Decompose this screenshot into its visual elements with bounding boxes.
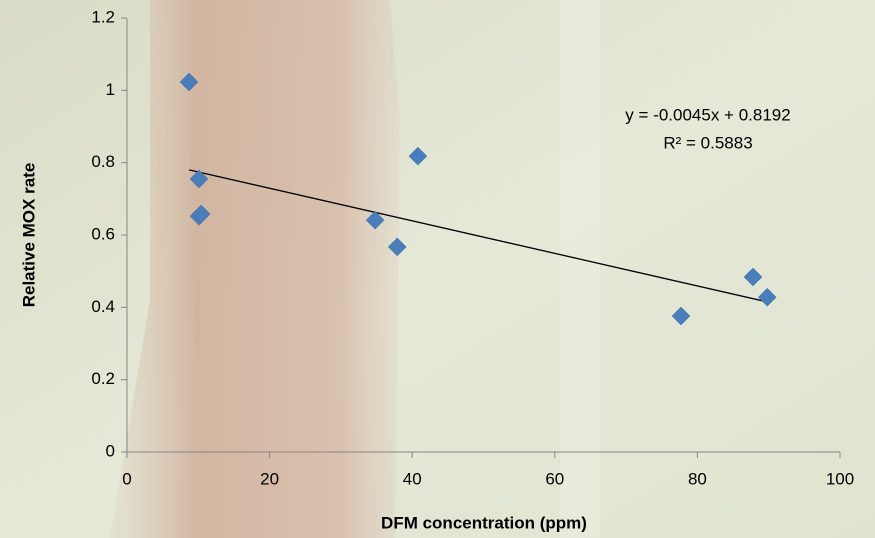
x-tick-label: 0	[122, 469, 131, 488]
x-tick-label: 100	[826, 469, 854, 488]
y-tick-label: 1	[106, 80, 115, 99]
x-tick-label: 80	[688, 469, 707, 488]
y-tick-label: 0.4	[91, 297, 115, 316]
data-point	[743, 267, 763, 287]
background-trunk	[110, 0, 400, 538]
y-tick-label: 1.2	[91, 7, 115, 26]
data-point	[757, 287, 777, 307]
data-point	[189, 169, 209, 189]
data-point	[387, 237, 407, 257]
y-tick-label: 0.2	[91, 369, 115, 388]
y-tick-label: 0	[106, 441, 115, 460]
data-point	[365, 210, 385, 230]
y-tick-label: 0.6	[91, 224, 115, 243]
data-point	[671, 306, 691, 326]
data-point	[408, 146, 428, 166]
y-tick-label: 0.8	[91, 152, 115, 171]
y-axis-title: Relative MOX rate	[19, 163, 38, 308]
x-tick-label: 60	[545, 469, 564, 488]
x-axis-title: DFM concentration (ppm)	[381, 513, 587, 532]
x-tick-label: 20	[260, 469, 279, 488]
trendline-equation: y = -0.0045x + 0.8192	[625, 105, 790, 124]
data-point	[179, 72, 199, 92]
data-point	[191, 204, 211, 224]
background-stem	[560, 0, 600, 538]
x-tick-label: 40	[403, 469, 422, 488]
trendline	[188, 169, 768, 303]
trendline-r-squared: R² = 0.5883	[663, 133, 752, 152]
